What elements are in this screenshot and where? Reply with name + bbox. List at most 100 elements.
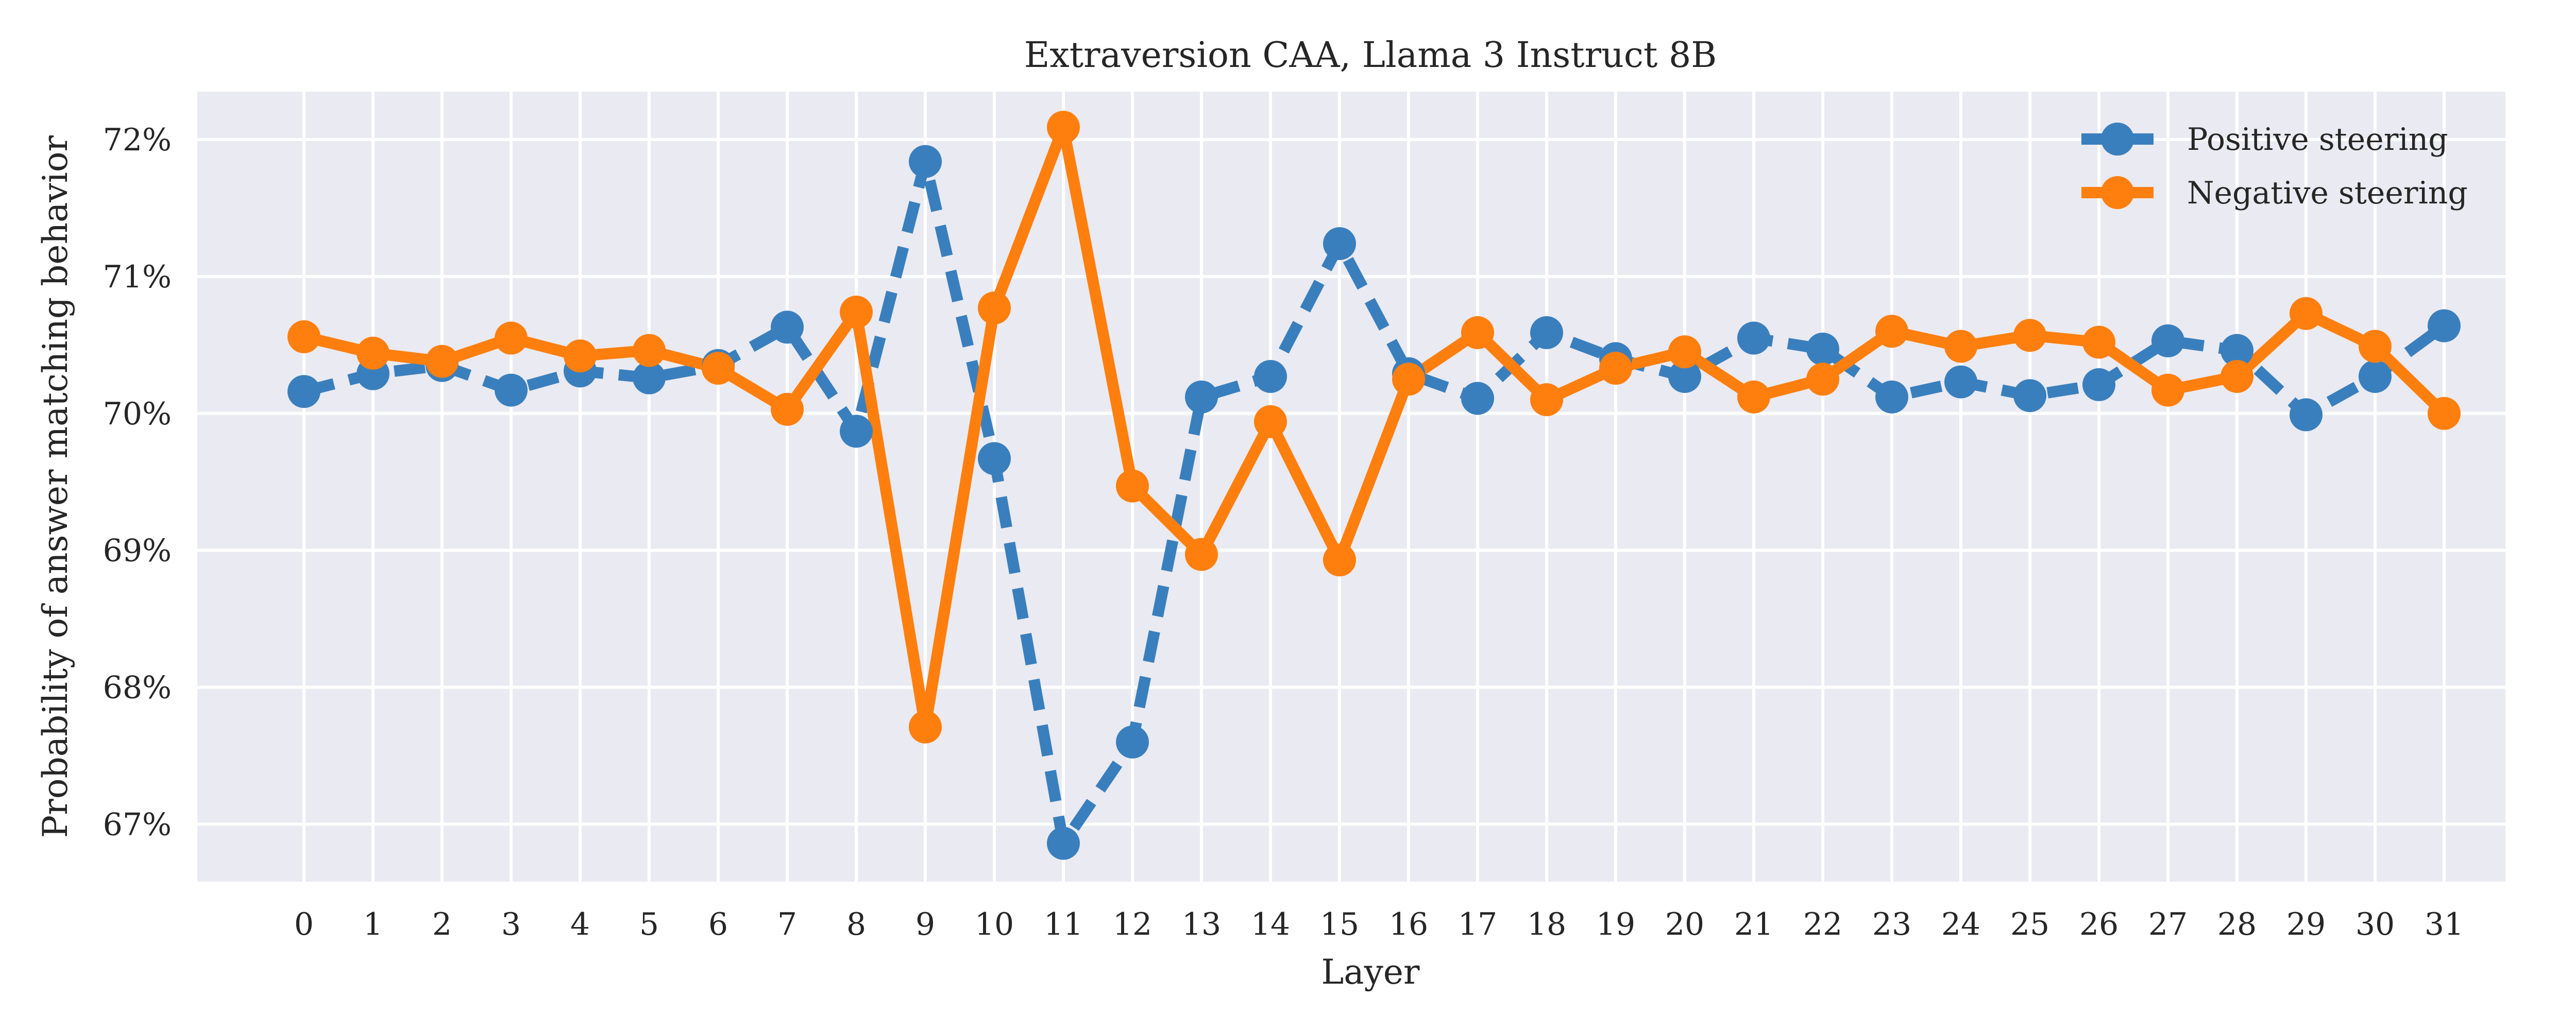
negative-steering-point xyxy=(426,345,459,378)
negative-steering-point xyxy=(840,296,873,329)
positive-steering-point xyxy=(840,415,873,448)
x-tick-label: 8 xyxy=(846,906,866,942)
positive-steering-point xyxy=(495,373,528,407)
x-tick-label: 15 xyxy=(1320,906,1359,942)
negative-steering-point xyxy=(2359,330,2392,363)
positive-steering-point xyxy=(1806,332,1839,366)
negative-steering-point xyxy=(1944,330,1977,363)
legend-label-positive: Positive steering xyxy=(2187,122,2448,158)
positive-steering-point xyxy=(2151,324,2184,357)
legend: Positive steering Negative steering xyxy=(2081,122,2468,211)
x-tick-label: 18 xyxy=(1527,906,1566,942)
negative-steering-point xyxy=(1323,543,1356,577)
positive-steering-point xyxy=(2290,398,2323,432)
plot-background xyxy=(197,92,2505,882)
positive-steering-point xyxy=(1116,725,1149,759)
series-line-positive xyxy=(302,156,2448,849)
x-axis-label: Layer xyxy=(1321,952,1420,992)
x-tick-label: 21 xyxy=(1734,906,1773,942)
negative-steering-point xyxy=(2151,373,2184,407)
y-axis-label: Probability of answer matching behavior xyxy=(36,135,75,838)
positive-steering-point xyxy=(1530,316,1563,349)
x-tick-label: 24 xyxy=(1941,906,1980,942)
x-tick-label: 23 xyxy=(1872,906,1911,942)
y-tick-label: 69% xyxy=(103,533,172,569)
positive-steering-point xyxy=(1323,227,1356,261)
x-tick-label: 22 xyxy=(1803,906,1842,942)
x-tick-label: 1 xyxy=(363,906,383,942)
positive-steering-point xyxy=(2082,368,2115,401)
negative-steering-point xyxy=(1185,538,1218,571)
negative-steering-point xyxy=(1737,380,1770,414)
negative-steering-point xyxy=(357,336,389,370)
x-tick-label: 27 xyxy=(2148,906,2188,942)
positive-steering-point xyxy=(1668,359,1701,393)
legend-swatch-positive-marker xyxy=(2101,123,2134,156)
x-tick-label: 7 xyxy=(777,906,797,942)
negative-steering-point xyxy=(564,339,597,373)
negative-steering-point xyxy=(1668,335,1701,369)
x-tick-label: 26 xyxy=(2079,906,2119,942)
negative-steering-point xyxy=(978,291,1011,325)
positive-steering-point xyxy=(633,361,666,394)
y-tick-label: 70% xyxy=(103,396,172,432)
x-tick-label: 31 xyxy=(2425,906,2464,942)
negative-steering-point xyxy=(287,320,320,353)
x-tick-label: 11 xyxy=(1044,906,1083,942)
negative-steering-point xyxy=(2082,325,2115,359)
x-tick-label: 28 xyxy=(2217,906,2257,942)
legend-entry-positive: Positive steering xyxy=(2081,122,2448,158)
series-points xyxy=(287,111,2461,860)
positive-steering-point xyxy=(1737,321,1770,355)
y-tick-label: 71% xyxy=(103,259,172,295)
negative-steering-point xyxy=(2290,297,2323,330)
x-tick-label: 0 xyxy=(294,906,314,942)
positive-steering-point xyxy=(1875,380,1908,414)
x-tick-label: 13 xyxy=(1182,906,1221,942)
x-tick-label: 2 xyxy=(432,906,452,942)
negative-steering-point xyxy=(702,352,735,385)
positive-steering-point xyxy=(978,442,1011,475)
x-tick-label: 3 xyxy=(501,906,521,942)
positive-steering-point xyxy=(2221,334,2253,367)
negative-steering-point xyxy=(909,710,942,744)
x-tick-label: 20 xyxy=(1665,906,1704,942)
x-tick-label: 10 xyxy=(975,906,1014,942)
x-tick-label: 16 xyxy=(1389,906,1428,942)
x-tick-label: 14 xyxy=(1251,906,1290,942)
negative-steering-point xyxy=(2428,397,2461,430)
negative-steering-point xyxy=(1254,405,1287,438)
negative-steering-point xyxy=(1806,363,1839,396)
x-tick-label: 12 xyxy=(1113,906,1152,942)
x-tick-label: 30 xyxy=(2355,906,2395,942)
negative-steering-point xyxy=(1875,315,1908,348)
negative-steering-point xyxy=(1599,352,1632,385)
chart-title: Extraversion CAA, Llama 3 Instruct 8B xyxy=(1024,35,1717,76)
negative-steering-point xyxy=(1461,316,1494,349)
negative-steering-point xyxy=(2013,319,2046,352)
legend-entry-negative: Negative steering xyxy=(2081,175,2468,211)
positive-steering-point xyxy=(2013,379,2046,413)
y-tick-label: 68% xyxy=(103,670,172,706)
negative-steering-point xyxy=(495,321,528,355)
x-tick-label: 25 xyxy=(2010,906,2049,942)
negative-steering-point xyxy=(1116,469,1149,503)
x-tick-label: 6 xyxy=(708,906,728,942)
negative-steering-point xyxy=(1392,363,1425,396)
y-tick-label: 67% xyxy=(103,806,172,843)
positive-steering-point xyxy=(287,375,320,408)
positive-steering-point xyxy=(1944,365,1977,399)
x-tick-label: 19 xyxy=(1596,906,1635,942)
negative-steering-point xyxy=(1047,111,1080,144)
positive-steering-point xyxy=(1185,380,1218,414)
positive-steering-point xyxy=(771,311,804,344)
positive-steering-point xyxy=(1461,382,1494,415)
x-tick-label: 17 xyxy=(1458,906,1497,942)
y-tick-label: 72% xyxy=(103,122,172,158)
x-tick-labels: 0 1 2 3 4 5 6 7 8 9 10 11 12 13 14 15 16 17 18 19 20 21 22 23 24… xyxy=(294,906,2464,942)
negative-steering-point xyxy=(633,334,666,367)
negative-steering-point xyxy=(2221,359,2253,393)
x-tick-label: 9 xyxy=(916,906,935,942)
positive-steering-point xyxy=(2428,309,2461,342)
